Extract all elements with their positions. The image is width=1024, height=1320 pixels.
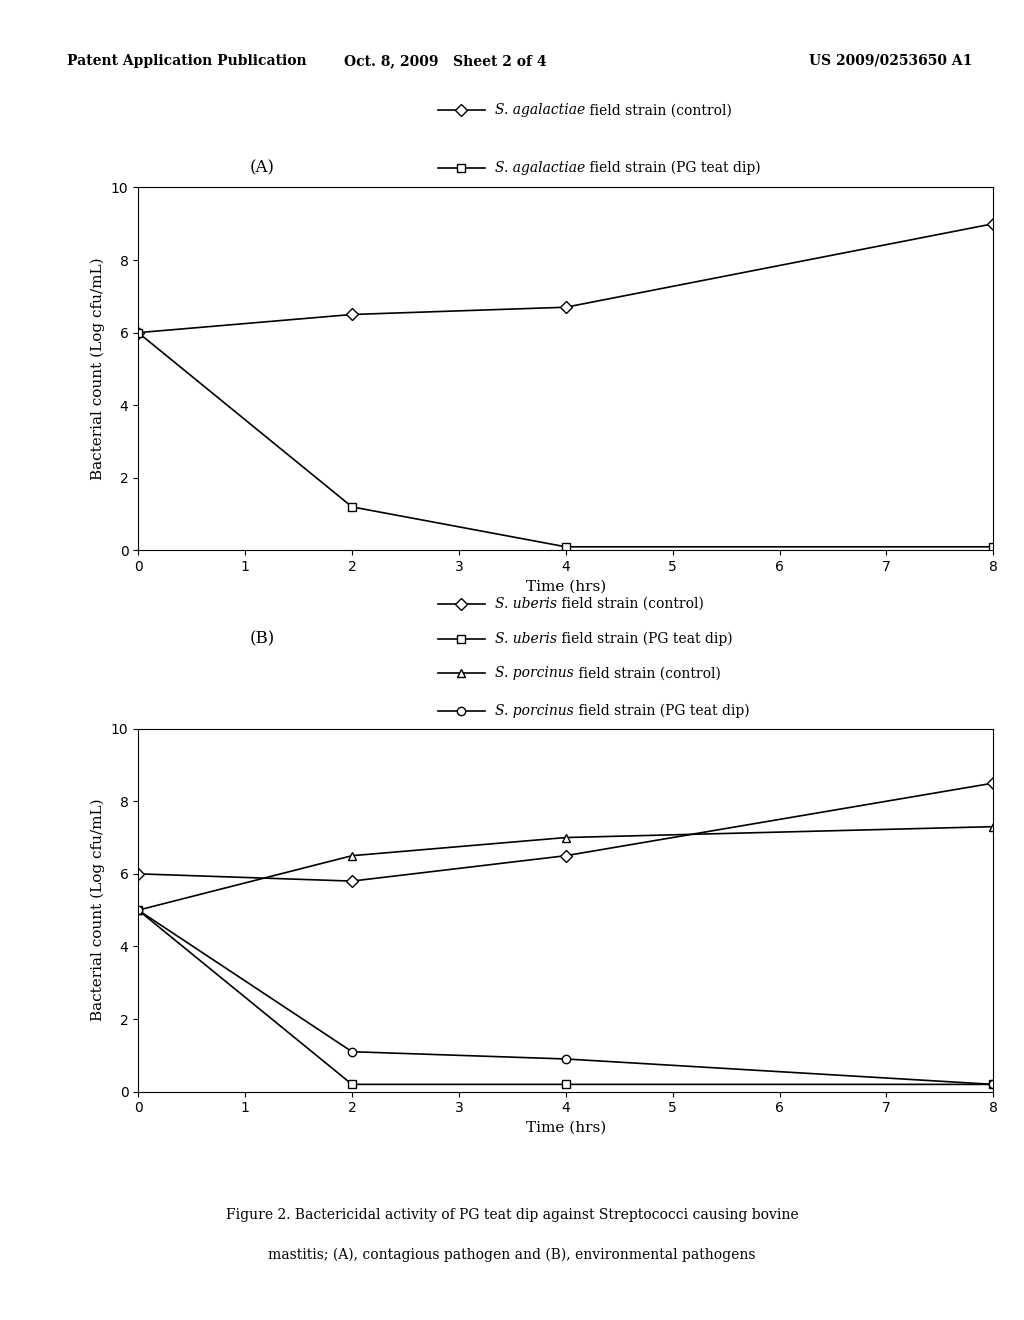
Text: field strain (control): field strain (control) bbox=[585, 103, 732, 117]
Text: field strain (control): field strain (control) bbox=[557, 597, 703, 611]
Text: field strain (PG teat dip): field strain (PG teat dip) bbox=[573, 704, 750, 718]
X-axis label: Time (hrs): Time (hrs) bbox=[525, 1121, 606, 1135]
Text: S. agalactiae: S. agalactiae bbox=[495, 161, 585, 174]
Text: US 2009/0253650 A1: US 2009/0253650 A1 bbox=[809, 54, 973, 67]
Text: mastitis; (A), contagious pathogen and (B), environmental pathogens: mastitis; (A), contagious pathogen and (… bbox=[268, 1247, 756, 1262]
Text: Patent Application Publication: Patent Application Publication bbox=[67, 54, 306, 67]
Text: field strain (PG teat dip): field strain (PG teat dip) bbox=[557, 631, 732, 645]
Text: S. uberis: S. uberis bbox=[495, 631, 557, 645]
Text: S. agalactiae: S. agalactiae bbox=[495, 103, 585, 117]
Text: S. porcinus: S. porcinus bbox=[495, 667, 573, 681]
Text: Figure 2. Bactericidal activity of PG teat dip against Streptococci causing bovi: Figure 2. Bactericidal activity of PG te… bbox=[225, 1208, 799, 1222]
Text: Oct. 8, 2009   Sheet 2 of 4: Oct. 8, 2009 Sheet 2 of 4 bbox=[344, 54, 547, 67]
Text: (B): (B) bbox=[250, 630, 274, 647]
Y-axis label: Bacterial count (Log cfu/mL): Bacterial count (Log cfu/mL) bbox=[91, 799, 105, 1022]
Text: field strain (control): field strain (control) bbox=[573, 667, 721, 681]
Text: S. uberis: S. uberis bbox=[495, 597, 557, 611]
Text: field strain (PG teat dip): field strain (PG teat dip) bbox=[585, 161, 761, 174]
Text: (A): (A) bbox=[250, 160, 274, 176]
X-axis label: Time (hrs): Time (hrs) bbox=[525, 579, 606, 594]
Y-axis label: Bacterial count (Log cfu/mL): Bacterial count (Log cfu/mL) bbox=[91, 257, 105, 480]
Text: S. porcinus: S. porcinus bbox=[495, 704, 573, 718]
